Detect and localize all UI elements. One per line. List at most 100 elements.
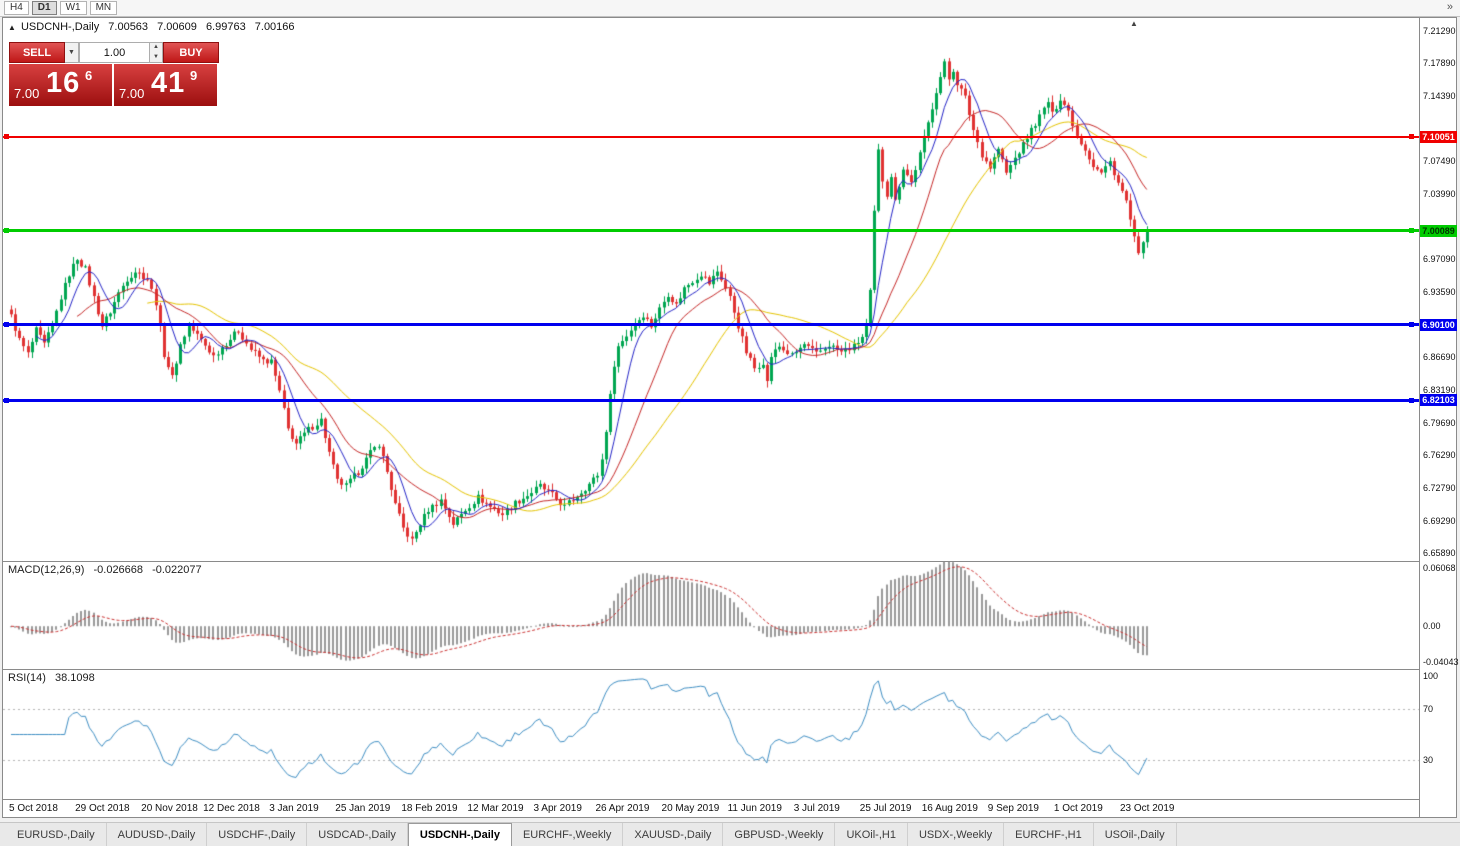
rsi-scale-label: 70 [1423,703,1434,714]
time-label: 23 Oct 2019 [1119,803,1175,814]
buy-button[interactable]: BUY [163,42,219,63]
one-click-price-row: 7.00 16 6 7.00 41 9 [9,64,219,106]
time-label: 1 Oct 2019 [1053,803,1103,814]
price-tag-6.82103: 6.82103 [1420,394,1457,407]
price-scale[interactable]: 7.10051 7.00089 6.90100 6.82103 7.21290 7.178… [1419,18,1459,817]
ohlc-open: 7.00563 [108,21,149,33]
price-tag-7.00089: 7.00089 [1420,224,1457,237]
rsi-name: RSI(14) [8,672,46,684]
price-scale-label: 6.79690 [1423,417,1456,428]
pane-separator[interactable] [3,561,1456,562]
rsi-value: 38.1098 [54,672,95,684]
tab-usdcad-daily[interactable]: USDCAD-,Daily [307,823,408,846]
chart-shift-icon[interactable]: ▲ [1130,19,1138,28]
tab-ukoil-h1[interactable]: UKOil-,H1 [835,823,908,846]
time-label: 9 Sep 2019 [987,803,1039,814]
chart-window: ▲ USDCNH-,Daily 7.00563 7.00609 6.99763 … [2,17,1459,818]
rsi-scale-label: 100 [1423,671,1439,681]
pane-separator[interactable] [3,799,1456,800]
sell-price-display[interactable]: 7.00 16 6 [9,64,112,106]
tab-usoil-daily[interactable]: USOil-,Daily [1094,823,1177,846]
horizontal-line-7.00089[interactable] [3,229,1419,233]
buy-price-main: 7.00 [119,86,145,101]
time-label: 26 Apr 2019 [595,803,650,814]
buy-price-pips: 41 [151,67,186,99]
tab-usdcnh-daily[interactable]: USDCNH-,Daily [407,823,512,846]
price-scale-label: 6.97090 [1423,254,1456,265]
line-handle-right[interactable] [1409,134,1414,140]
one-click-trading-panel: SELL ▼ ▲ ▼ BUY 7.00 16 6 7.00 41 9 [9,42,219,106]
price-pane[interactable]: ▲ USDCNH-,Daily 7.00563 7.00609 6.99763 … [3,18,1419,561]
ohlc-low: 6.99763 [205,21,246,33]
time-label: 29 Oct 2018 [75,803,130,814]
buy-price-display[interactable]: 7.00 41 9 [114,64,217,106]
price-tag-7.10051: 7.10051 [1420,130,1457,143]
price-scale-label: 7.03990 [1423,189,1456,199]
line-handle-right[interactable] [1409,322,1414,328]
macd-value-signal: -0.022077 [152,564,202,576]
time-axis[interactable]: 5 Oct 2018 29 Oct 2018 20 Nov 2018 12 Dec 2… [3,800,1419,817]
line-handle-left[interactable] [4,228,9,234]
tab-xauusd-daily[interactable]: XAUUSD-,Daily [623,823,724,846]
rsi-pane[interactable]: RSI(14) 38.1098 [3,670,1419,799]
candlestick-chart-canvas[interactable] [3,18,1419,561]
volume-stepper[interactable]: ▲ ▼ [150,42,163,63]
sell-price-frac: 6 [85,68,93,83]
buy-price-frac: 9 [190,68,198,83]
tab-usdchf-daily[interactable]: USDCHF-,Daily [207,823,308,846]
price-scale-label: 7.14390 [1423,91,1456,101]
horizontal-line-7.10051[interactable] [3,135,1419,138]
timeframe-buttons: H4 D1 W1 MN [1,0,118,16]
line-handle-right[interactable] [1409,228,1414,234]
rsi-label: RSI(14) 38.1098 [8,672,101,684]
line-handle-left[interactable] [4,134,9,140]
macd-value-main: -0.026668 [93,564,144,576]
horizontal-line-6.82103[interactable] [3,398,1419,402]
rsi-scale-label: 30 [1423,755,1434,766]
time-label: 3 Jul 2019 [793,803,840,814]
pane-separator[interactable] [3,669,1456,670]
tab-audusd-daily[interactable]: AUDUSD-,Daily [107,823,208,846]
timeframe-button-mn[interactable]: MN [89,1,118,15]
price-scale-label: 6.76290 [1423,450,1456,460]
rsi-chart-canvas[interactable] [3,670,1419,799]
price-scale-label: 6.93590 [1423,286,1456,297]
tab-eurchf-h1[interactable]: EURCHF-,H1 [1004,823,1094,846]
time-label: 3 Apr 2019 [533,803,582,814]
macd-chart-canvas[interactable] [3,562,1419,669]
time-label: 18 Feb 2019 [401,803,458,814]
sell-button[interactable]: SELL [9,42,65,63]
tab-gbpusd-weekly[interactable]: GBPUSD-,Weekly [723,823,836,846]
toolbar-overflow-icon[interactable]: » [1446,1,1453,13]
time-label: 3 Jan 2019 [269,803,319,814]
time-label: 16 Aug 2019 [921,803,978,814]
sell-price-main: 7.00 [14,86,40,101]
timeframe-button-d1[interactable]: D1 [31,1,57,15]
timeframe-button-w1[interactable]: W1 [59,1,87,15]
ohlc-close: 7.00166 [254,21,295,33]
price-scale-label: 6.83190 [1423,384,1456,395]
macd-label: MACD(12,26,9) -0.026668 -0.022077 [8,564,208,576]
line-handle-left[interactable] [4,322,9,328]
volume-dropdown-icon[interactable]: ▼ [65,42,79,63]
macd-scale-label: 0.00 [1423,621,1441,632]
volume-input[interactable] [79,42,150,63]
price-scale-label: 6.69290 [1423,515,1456,526]
time-label: 12 Mar 2019 [467,803,524,814]
line-handle-left[interactable] [4,397,9,403]
timeframe-button-h4[interactable]: H4 [4,1,29,15]
tab-usdx-weekly[interactable]: USDX-,Weekly [908,823,1005,846]
tab-eurchf-weekly[interactable]: EURCHF-,Weekly [512,823,624,846]
tab-eurusd-daily[interactable]: EURUSD-,Daily [6,823,107,846]
volume-decrease-icon[interactable]: ▼ [153,53,159,60]
ohlc-high: 7.00609 [157,21,197,33]
horizontal-line-6.90100[interactable] [3,323,1419,327]
line-handle-right[interactable] [1409,397,1414,403]
macd-pane[interactable]: MACD(12,26,9) -0.026668 -0.022077 [3,562,1419,669]
time-label: 20 May 2019 [661,803,720,814]
time-label: 11 Jun 2019 [727,803,782,814]
sell-price-pips: 16 [46,67,81,99]
time-label: 25 Jul 2019 [859,803,912,814]
time-label: 25 Jan 2019 [335,803,391,814]
volume-increase-icon[interactable]: ▲ [153,44,159,50]
